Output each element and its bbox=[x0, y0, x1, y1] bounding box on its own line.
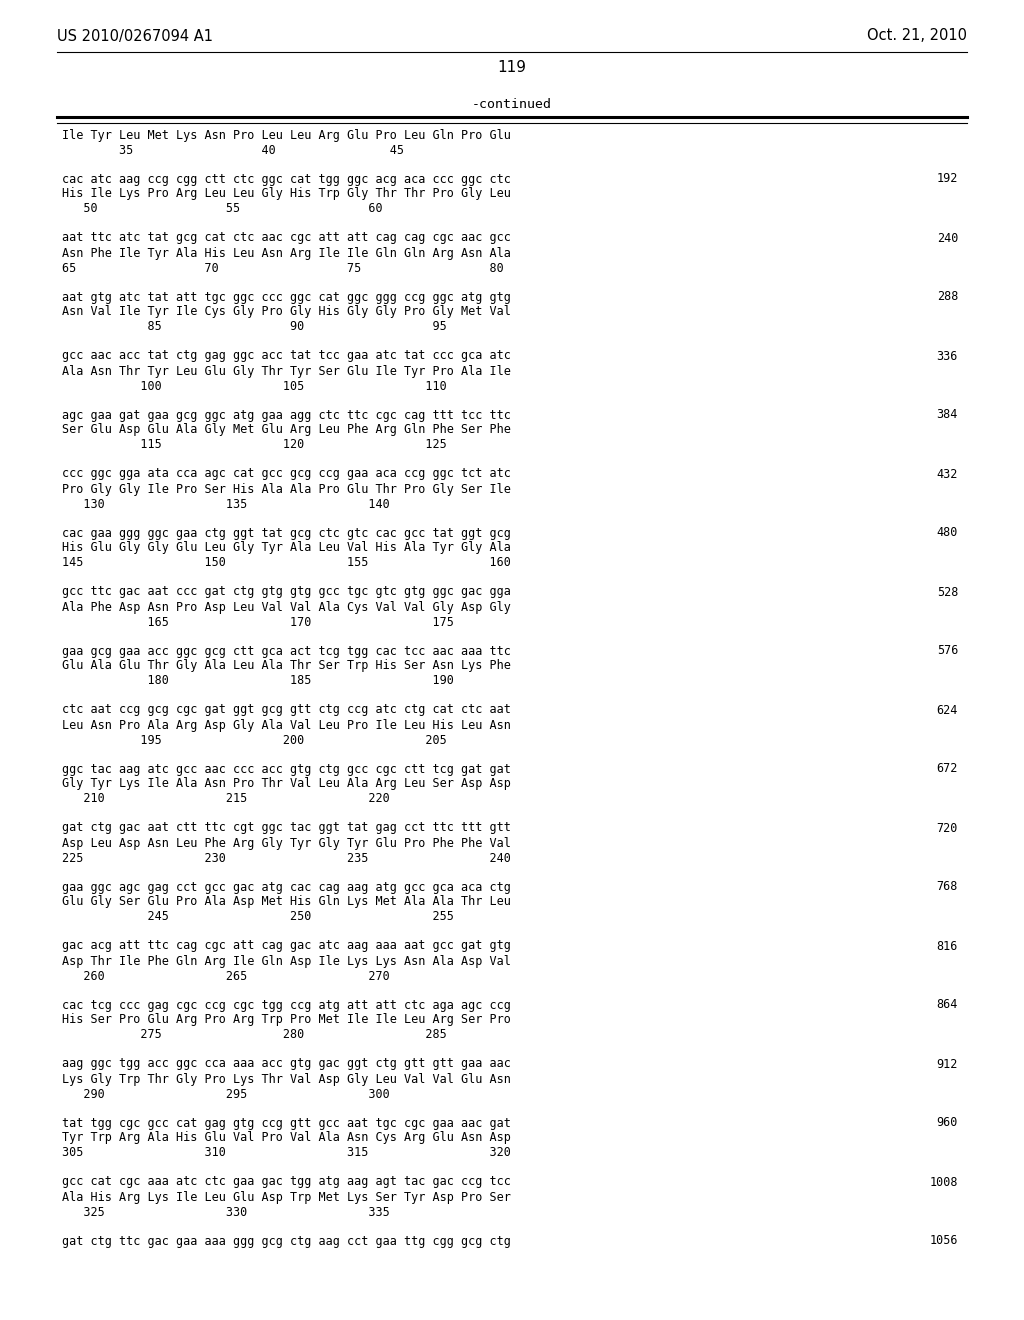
Text: Asn Phe Ile Tyr Ala His Leu Asn Arg Ile Ile Gln Gln Arg Asn Ala: Asn Phe Ile Tyr Ala His Leu Asn Arg Ile … bbox=[62, 247, 511, 260]
Text: gac acg att ttc cag cgc att cag gac atc aag aaa aat gcc gat gtg: gac acg att ttc cag cgc att cag gac atc … bbox=[62, 940, 511, 953]
Text: Ala Phe Asp Asn Pro Asp Leu Val Val Ala Cys Val Val Gly Asp Gly: Ala Phe Asp Asn Pro Asp Leu Val Val Ala … bbox=[62, 601, 511, 614]
Text: Oct. 21, 2010: Oct. 21, 2010 bbox=[867, 29, 967, 44]
Text: 1056: 1056 bbox=[930, 1234, 958, 1247]
Text: gcc ttc gac aat ccc gat ctg gtg gtg gcc tgc gtc gtg ggc gac gga: gcc ttc gac aat ccc gat ctg gtg gtg gcc … bbox=[62, 586, 511, 598]
Text: His Glu Gly Gly Glu Leu Gly Tyr Ala Leu Val His Ala Tyr Gly Ala: His Glu Gly Gly Glu Leu Gly Tyr Ala Leu … bbox=[62, 541, 511, 554]
Text: cac tcg ccc gag cgc ccg cgc tgg ccg atg att att ctc aga agc ccg: cac tcg ccc gag cgc ccg cgc tgg ccg atg … bbox=[62, 998, 511, 1011]
Text: cac atc aag ccg cgg ctt ctc ggc cat tgg ggc acg aca ccc ggc ctc: cac atc aag ccg cgg ctt ctc ggc cat tgg … bbox=[62, 173, 511, 186]
Text: 1008: 1008 bbox=[930, 1176, 958, 1188]
Text: 225                 230                 235                 240: 225 230 235 240 bbox=[62, 851, 511, 865]
Text: 35                  40                45: 35 40 45 bbox=[62, 144, 404, 157]
Text: 180                 185                 190: 180 185 190 bbox=[62, 675, 454, 688]
Text: 85                  90                  95: 85 90 95 bbox=[62, 321, 446, 334]
Text: 305                 310                 315                 320: 305 310 315 320 bbox=[62, 1147, 511, 1159]
Text: His Ile Lys Pro Arg Leu Leu Gly His Trp Gly Thr Thr Pro Gly Leu: His Ile Lys Pro Arg Leu Leu Gly His Trp … bbox=[62, 187, 511, 201]
Text: gcc aac acc tat ctg gag ggc acc tat tcc gaa atc tat ccc gca atc: gcc aac acc tat ctg gag ggc acc tat tcc … bbox=[62, 350, 511, 363]
Text: Glu Ala Glu Thr Gly Ala Leu Ala Thr Ser Trp His Ser Asn Lys Phe: Glu Ala Glu Thr Gly Ala Leu Ala Thr Ser … bbox=[62, 660, 511, 672]
Text: Ala His Arg Lys Ile Leu Glu Asp Trp Met Lys Ser Tyr Asp Pro Ser: Ala His Arg Lys Ile Leu Glu Asp Trp Met … bbox=[62, 1191, 511, 1204]
Text: 195                 200                 205: 195 200 205 bbox=[62, 734, 446, 747]
Text: Gly Tyr Lys Ile Ala Asn Pro Thr Val Leu Ala Arg Leu Ser Asp Asp: Gly Tyr Lys Ile Ala Asn Pro Thr Val Leu … bbox=[62, 777, 511, 791]
Text: agc gaa gat gaa gcg ggc atg gaa agg ctc ttc cgc cag ttt tcc ttc: agc gaa gat gaa gcg ggc atg gaa agg ctc … bbox=[62, 408, 511, 421]
Text: Asn Val Ile Tyr Ile Cys Gly Pro Gly His Gly Gly Pro Gly Met Val: Asn Val Ile Tyr Ile Cys Gly Pro Gly His … bbox=[62, 305, 511, 318]
Text: Asp Leu Asp Asn Leu Phe Arg Gly Tyr Gly Tyr Glu Pro Phe Phe Val: Asp Leu Asp Asn Leu Phe Arg Gly Tyr Gly … bbox=[62, 837, 511, 850]
Text: 960: 960 bbox=[937, 1117, 958, 1130]
Text: 912: 912 bbox=[937, 1057, 958, 1071]
Text: 288: 288 bbox=[937, 290, 958, 304]
Text: Glu Gly Ser Glu Pro Ala Asp Met His Gln Lys Met Ala Ala Thr Leu: Glu Gly Ser Glu Pro Ala Asp Met His Gln … bbox=[62, 895, 511, 908]
Text: 119: 119 bbox=[498, 61, 526, 75]
Text: 65                  70                  75                  80: 65 70 75 80 bbox=[62, 261, 504, 275]
Text: ccc ggc gga ata cca agc cat gcc gcg ccg gaa aca ccg ggc tct atc: ccc ggc gga ata cca agc cat gcc gcg ccg … bbox=[62, 467, 511, 480]
Text: 768: 768 bbox=[937, 880, 958, 894]
Text: gaa ggc agc gag cct gcc gac atg cac cag aag atg gcc gca aca ctg: gaa ggc agc gag cct gcc gac atg cac cag … bbox=[62, 880, 511, 894]
Text: His Ser Pro Glu Arg Pro Arg Trp Pro Met Ile Ile Leu Arg Ser Pro: His Ser Pro Glu Arg Pro Arg Trp Pro Met … bbox=[62, 1014, 511, 1027]
Text: ggc tac aag atc gcc aac ccc acc gtg ctg gcc cgc ctt tcg gat gat: ggc tac aag atc gcc aac ccc acc gtg ctg … bbox=[62, 763, 511, 776]
Text: US 2010/0267094 A1: US 2010/0267094 A1 bbox=[57, 29, 213, 44]
Text: 720: 720 bbox=[937, 821, 958, 834]
Text: 624: 624 bbox=[937, 704, 958, 717]
Text: 275                 280                 285: 275 280 285 bbox=[62, 1028, 446, 1041]
Text: 115                 120                 125: 115 120 125 bbox=[62, 438, 446, 451]
Text: 325                 330                 335: 325 330 335 bbox=[62, 1205, 390, 1218]
Text: 50                  55                  60: 50 55 60 bbox=[62, 202, 383, 215]
Text: Ala Asn Thr Tyr Leu Glu Gly Thr Tyr Ser Glu Ile Tyr Pro Ala Ile: Ala Asn Thr Tyr Leu Glu Gly Thr Tyr Ser … bbox=[62, 364, 511, 378]
Text: -continued: -continued bbox=[472, 99, 552, 111]
Text: 100                 105                 110: 100 105 110 bbox=[62, 380, 446, 392]
Text: 145                 150                 155                 160: 145 150 155 160 bbox=[62, 557, 511, 569]
Text: Pro Gly Gly Ile Pro Ser His Ala Ala Pro Glu Thr Pro Gly Ser Ile: Pro Gly Gly Ile Pro Ser His Ala Ala Pro … bbox=[62, 483, 511, 495]
Text: ctc aat ccg gcg cgc gat ggt gcg gtt ctg ccg atc ctg cat ctc aat: ctc aat ccg gcg cgc gat ggt gcg gtt ctg … bbox=[62, 704, 511, 717]
Text: gat ctg ttc gac gaa aaa ggg gcg ctg aag cct gaa ttg cgg gcg ctg: gat ctg ttc gac gaa aaa ggg gcg ctg aag … bbox=[62, 1234, 511, 1247]
Text: 528: 528 bbox=[937, 586, 958, 598]
Text: gcc cat cgc aaa atc ctc gaa gac tgg atg aag agt tac gac ccg tcc: gcc cat cgc aaa atc ctc gaa gac tgg atg … bbox=[62, 1176, 511, 1188]
Text: 384: 384 bbox=[937, 408, 958, 421]
Text: 672: 672 bbox=[937, 763, 958, 776]
Text: 192: 192 bbox=[937, 173, 958, 186]
Text: cac gaa ggg ggc gaa ctg ggt tat gcg ctc gtc cac gcc tat ggt gcg: cac gaa ggg ggc gaa ctg ggt tat gcg ctc … bbox=[62, 527, 511, 540]
Text: 432: 432 bbox=[937, 467, 958, 480]
Text: aat gtg atc tat att tgc ggc ccc ggc cat ggc ggg ccg ggc atg gtg: aat gtg atc tat att tgc ggc ccc ggc cat … bbox=[62, 290, 511, 304]
Text: Lys Gly Trp Thr Gly Pro Lys Thr Val Asp Gly Leu Val Val Glu Asn: Lys Gly Trp Thr Gly Pro Lys Thr Val Asp … bbox=[62, 1072, 511, 1085]
Text: 130                 135                 140: 130 135 140 bbox=[62, 498, 390, 511]
Text: tat tgg cgc gcc cat gag gtg ccg gtt gcc aat tgc cgc gaa aac gat: tat tgg cgc gcc cat gag gtg ccg gtt gcc … bbox=[62, 1117, 511, 1130]
Text: 336: 336 bbox=[937, 350, 958, 363]
Text: aag ggc tgg acc ggc cca aaa acc gtg gac ggt ctg gtt gtt gaa aac: aag ggc tgg acc ggc cca aaa acc gtg gac … bbox=[62, 1057, 511, 1071]
Text: gat ctg gac aat ctt ttc cgt ggc tac ggt tat gag cct ttc ttt gtt: gat ctg gac aat ctt ttc cgt ggc tac ggt … bbox=[62, 821, 511, 834]
Text: Leu Asn Pro Ala Arg Asp Gly Ala Val Leu Pro Ile Leu His Leu Asn: Leu Asn Pro Ala Arg Asp Gly Ala Val Leu … bbox=[62, 718, 511, 731]
Text: 240: 240 bbox=[937, 231, 958, 244]
Text: 245                 250                 255: 245 250 255 bbox=[62, 911, 454, 924]
Text: 816: 816 bbox=[937, 940, 958, 953]
Text: Asp Thr Ile Phe Gln Arg Ile Gln Asp Ile Lys Lys Asn Ala Asp Val: Asp Thr Ile Phe Gln Arg Ile Gln Asp Ile … bbox=[62, 954, 511, 968]
Text: gaa gcg gaa acc ggc gcg ctt gca act tcg tgg cac tcc aac aaa ttc: gaa gcg gaa acc ggc gcg ctt gca act tcg … bbox=[62, 644, 511, 657]
Text: 260                 265                 270: 260 265 270 bbox=[62, 969, 390, 982]
Text: 480: 480 bbox=[937, 527, 958, 540]
Text: 210                 215                 220: 210 215 220 bbox=[62, 792, 390, 805]
Text: Tyr Trp Arg Ala His Glu Val Pro Val Ala Asn Cys Arg Glu Asn Asp: Tyr Trp Arg Ala His Glu Val Pro Val Ala … bbox=[62, 1131, 511, 1144]
Text: 576: 576 bbox=[937, 644, 958, 657]
Text: aat ttc atc tat gcg cat ctc aac cgc att att cag cag cgc aac gcc: aat ttc atc tat gcg cat ctc aac cgc att … bbox=[62, 231, 511, 244]
Text: Ser Glu Asp Glu Ala Gly Met Glu Arg Leu Phe Arg Gln Phe Ser Phe: Ser Glu Asp Glu Ala Gly Met Glu Arg Leu … bbox=[62, 424, 511, 437]
Text: 864: 864 bbox=[937, 998, 958, 1011]
Text: 290                 295                 300: 290 295 300 bbox=[62, 1088, 390, 1101]
Text: 165                 170                 175: 165 170 175 bbox=[62, 615, 454, 628]
Text: Ile Tyr Leu Met Lys Asn Pro Leu Leu Arg Glu Pro Leu Gln Pro Glu: Ile Tyr Leu Met Lys Asn Pro Leu Leu Arg … bbox=[62, 128, 511, 141]
